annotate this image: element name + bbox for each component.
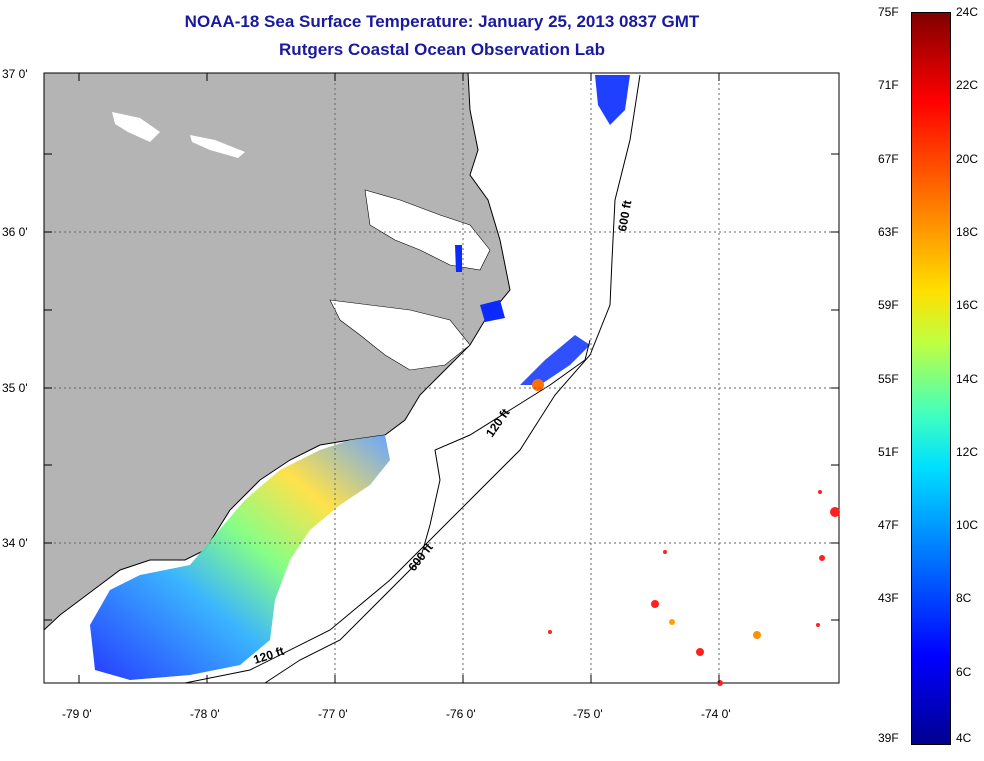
lon-label-75: -75 0': [573, 707, 603, 721]
colorbar-f-label: 63F: [878, 224, 899, 239]
colorbar-f-label: 75F: [878, 5, 899, 19]
colorbar-f-label: 43F: [878, 591, 899, 606]
colorbar-c-label: 4C: [956, 731, 972, 745]
colorbar-f-label: 67F: [878, 151, 899, 166]
colorbar-c-label: 10C: [956, 518, 979, 533]
colorbar-f-label: 47F: [878, 518, 899, 533]
tick-marks: [44, 73, 839, 683]
lon-label-79: -79 0': [62, 707, 92, 721]
lon-label-77: -77 0': [318, 707, 348, 721]
colorbar-c-label: 8C: [956, 591, 972, 606]
sst-warm-spot: [532, 379, 544, 391]
lon-label-74: -74 0': [701, 707, 731, 721]
river-inlet: [112, 112, 245, 158]
grid-lines: [44, 73, 839, 683]
sst-north-patch: [595, 75, 630, 125]
lon-label-76: -76 0': [446, 707, 476, 721]
lat-label-34: 34 0': [2, 536, 28, 550]
colorbar-c-label: 24C: [956, 5, 979, 19]
lat-label-36: 36 0': [2, 225, 28, 239]
colorbar-c-label: 6C: [956, 664, 972, 679]
sst-swath: [90, 435, 390, 680]
contour-label-600ft-north: 600 ft: [615, 199, 634, 232]
colorbar-c-label: 18C: [956, 224, 979, 239]
colorbar-c-label: 22C: [956, 78, 979, 93]
warm-spots: [548, 490, 840, 686]
lon-label-78: -78 0': [190, 707, 220, 721]
temperature-colorbar: [911, 12, 951, 745]
map-title: NOAA-18 Sea Surface Temperature: January…: [184, 12, 700, 31]
colorbar-f-label: 39F: [878, 731, 899, 745]
colorbar-c-label: 16C: [956, 298, 979, 313]
colorbar-f-label: 71F: [878, 78, 899, 93]
colorbar-f-label: 59F: [878, 298, 899, 313]
map-subtitle: Rutgers Coastal Ocean Observation Lab: [279, 40, 605, 59]
sst-patch-offshore: [520, 335, 590, 385]
colorbar-f-label: 55F: [878, 371, 899, 386]
colorbar-f-label: 51F: [878, 444, 899, 459]
colorbar-c-label: 12C: [956, 444, 979, 459]
sst-sound-patch: [455, 245, 505, 322]
sound-water-south: [329, 299, 471, 371]
colorbar-c-label: 14C: [956, 371, 979, 386]
contour-120ft: [264, 339, 591, 684]
colorbar-c-label: 20C: [956, 151, 979, 166]
lat-label-35: 35 0': [2, 381, 28, 395]
contour-600ft: [184, 74, 641, 684]
lat-label-37: 37 0': [2, 67, 28, 81]
